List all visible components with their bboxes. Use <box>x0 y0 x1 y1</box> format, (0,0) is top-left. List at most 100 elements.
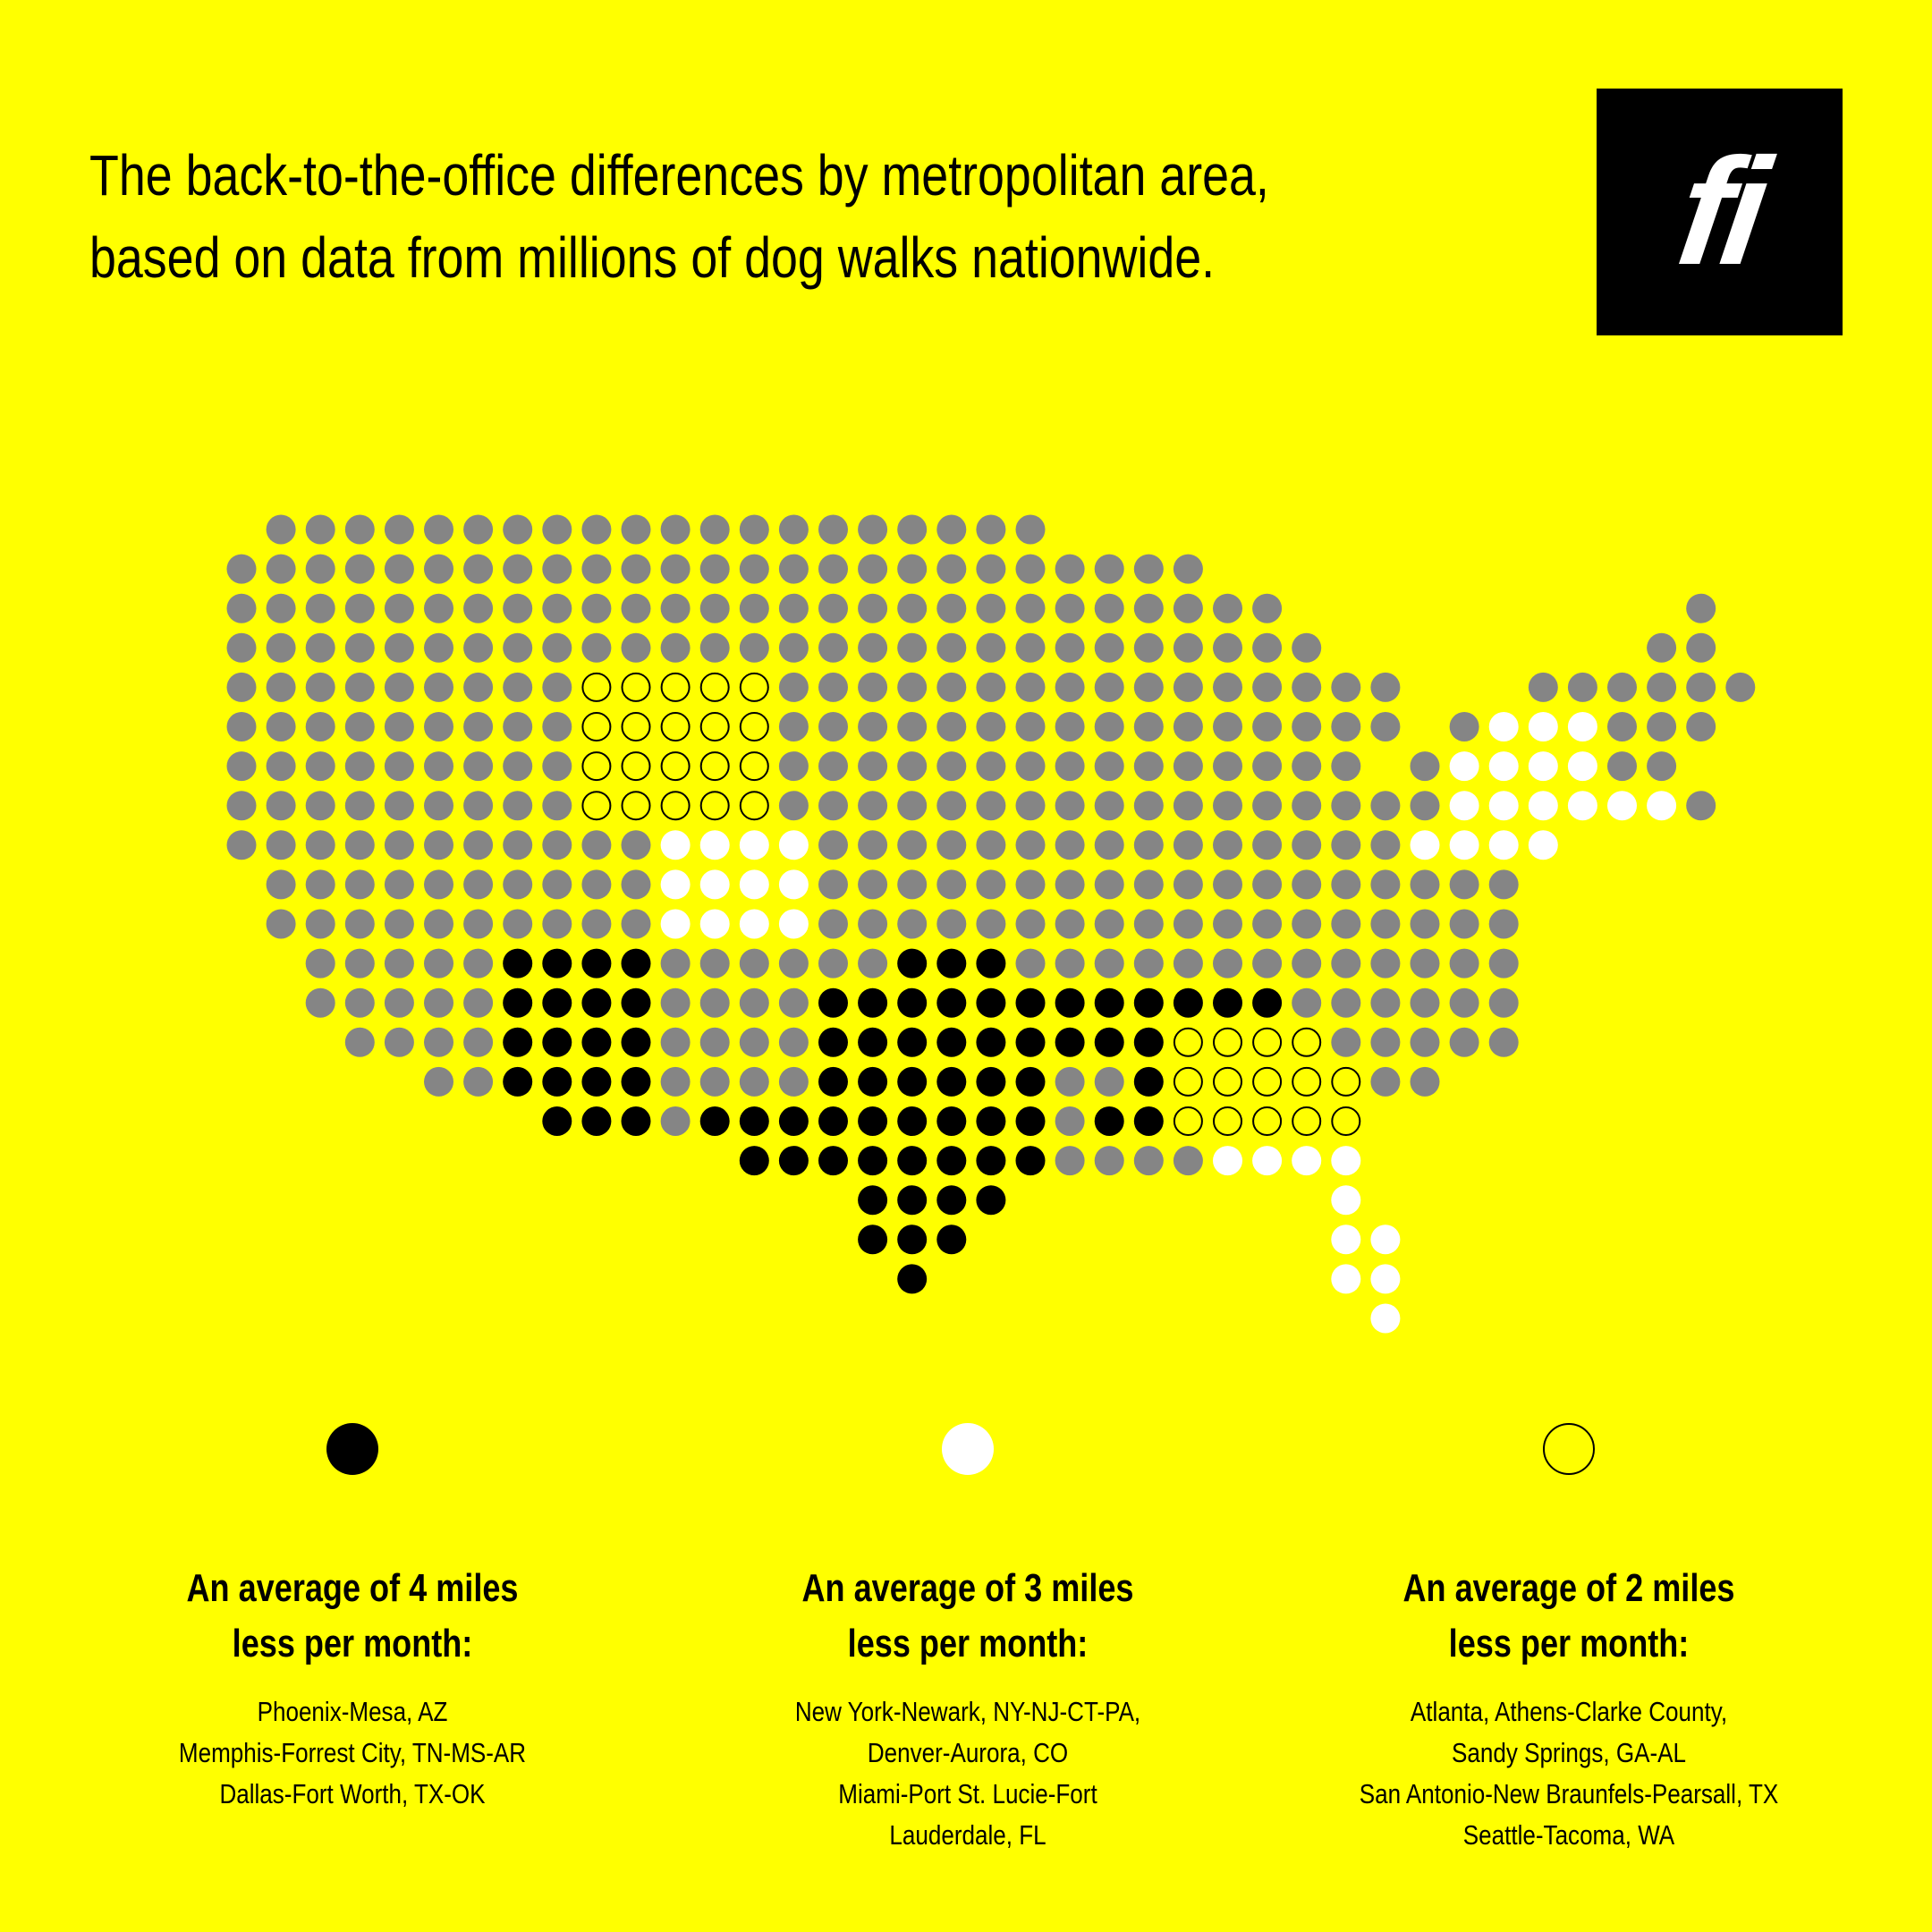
dot-other <box>344 791 375 821</box>
dot-other <box>1370 869 1401 900</box>
dot-other <box>1370 830 1401 860</box>
dot-other <box>976 869 1006 900</box>
dot-other <box>699 1066 730 1097</box>
dot-other <box>818 830 848 860</box>
dot-4-miles <box>503 948 533 979</box>
dot-2-miles <box>1252 1066 1283 1097</box>
dot-other <box>1173 593 1203 623</box>
metro-item: Denver-Aurora, CO <box>867 1737 1069 1768</box>
dot-4-miles <box>1015 1146 1046 1176</box>
dot-other <box>1094 869 1124 900</box>
dot-4-miles <box>897 1027 928 1057</box>
dot-3-miles <box>1449 830 1479 860</box>
dot-other <box>1055 1066 1085 1097</box>
metro-item: Dallas-Fort Worth, TX-OK <box>219 1778 486 1809</box>
dot-other <box>1015 751 1046 782</box>
dot-other <box>1015 672 1046 702</box>
dot-other <box>1725 672 1756 702</box>
dot-other <box>1055 830 1085 860</box>
dot-other <box>424 830 453 860</box>
dot-other <box>344 1027 375 1057</box>
dot-other <box>1292 672 1322 702</box>
dot-4-miles <box>1094 1106 1124 1136</box>
dot-2-miles <box>739 751 769 782</box>
dot-other <box>858 632 888 663</box>
dot-other <box>1133 948 1164 979</box>
dot-other <box>226 791 257 821</box>
dot-other <box>1370 948 1401 979</box>
dot-other <box>936 554 967 584</box>
dot-other <box>1488 987 1519 1018</box>
dot-other <box>1213 672 1242 702</box>
dot-other <box>266 791 296 821</box>
dot-other <box>897 672 928 702</box>
metro-item: San Antonio-New Braunfels-Pearsall, TX <box>1359 1778 1779 1809</box>
dot-other <box>542 712 572 741</box>
dot-other <box>936 632 967 663</box>
dot-other <box>1015 869 1046 900</box>
dot-2-miles <box>699 672 730 702</box>
dot-4-miles <box>1173 987 1203 1018</box>
dot-2-miles <box>1292 1027 1322 1057</box>
metro-item: New York-Newark, NY-NJ-CT-PA, <box>794 1696 1141 1727</box>
dot-other <box>858 909 888 939</box>
dot-other <box>1410 791 1440 821</box>
dot-other <box>384 791 414 821</box>
title-line-1: The back-to-the-office differences by me… <box>89 143 1269 208</box>
dot-other <box>266 554 296 584</box>
dot-other <box>936 672 967 702</box>
dot-other <box>778 632 809 663</box>
dot-other <box>778 791 809 821</box>
dot-other <box>1133 869 1164 900</box>
dot-other <box>660 1106 691 1136</box>
dot-other <box>1094 593 1124 623</box>
dot-other <box>463 909 494 939</box>
dot-4-miles <box>858 987 888 1018</box>
dot-4-miles <box>503 987 533 1018</box>
dot-4-miles <box>976 1066 1006 1097</box>
dot-other <box>699 632 730 663</box>
dot-other <box>424 791 453 821</box>
dot-other <box>463 869 494 900</box>
dot-other <box>344 987 375 1018</box>
dot-other <box>1370 672 1401 702</box>
dot-other <box>384 948 414 979</box>
dot-other <box>1449 987 1479 1018</box>
dot-other <box>1133 554 1164 584</box>
dot-2-miles <box>739 712 769 741</box>
dot-other <box>976 554 1006 584</box>
dot-other <box>936 909 967 939</box>
dot-3-miles <box>1528 791 1558 821</box>
dot-other <box>384 987 414 1018</box>
dot-2-miles <box>621 751 651 782</box>
dot-4-miles <box>976 948 1006 979</box>
dot-other <box>818 672 848 702</box>
legend-heading: An average of 4 miles <box>186 1566 519 1610</box>
dot-other <box>424 712 453 741</box>
dot-2-miles <box>739 791 769 821</box>
dot-4-miles <box>1133 1106 1164 1136</box>
dot-2-miles <box>1331 1106 1361 1136</box>
dot-other <box>699 987 730 1018</box>
dot-other <box>542 869 572 900</box>
dot-other <box>1055 869 1085 900</box>
dot-other <box>1370 987 1401 1018</box>
dot-4-miles <box>621 1027 651 1057</box>
dot-other <box>1055 1146 1085 1176</box>
dot-4-miles <box>936 1066 967 1097</box>
dot-other <box>226 672 257 702</box>
dot-other <box>1331 948 1361 979</box>
dot-other <box>424 948 453 979</box>
metro-item: Atlanta, Athens-Clarke County, <box>1410 1696 1728 1727</box>
dot-4-miles <box>818 1146 848 1176</box>
dot-other <box>305 830 335 860</box>
dot-other <box>1449 1027 1479 1057</box>
dot-other <box>226 593 257 623</box>
dot-other <box>1686 672 1716 702</box>
dot-other <box>1213 632 1242 663</box>
dot-other <box>384 593 414 623</box>
dot-other <box>1173 948 1203 979</box>
dot-other <box>1173 712 1203 741</box>
dot-other <box>1133 593 1164 623</box>
dot-other <box>344 948 375 979</box>
